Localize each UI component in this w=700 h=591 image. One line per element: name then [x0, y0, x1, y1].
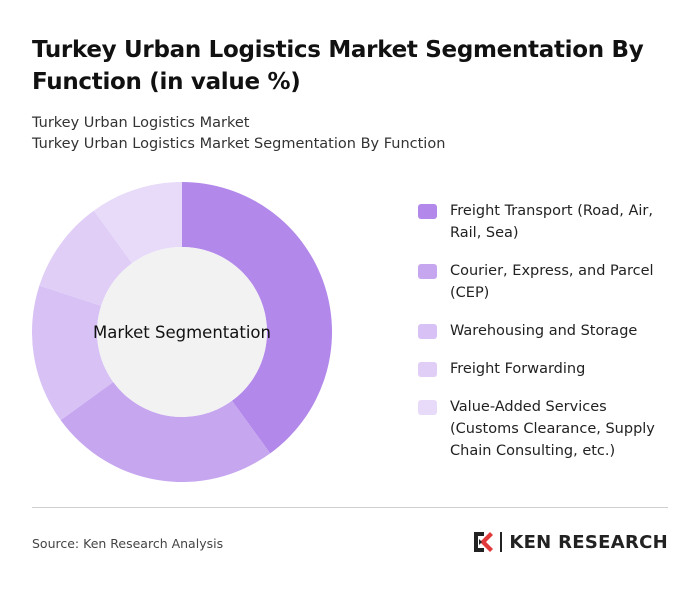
footer-divider: [32, 507, 668, 508]
donut-svg: [32, 182, 332, 482]
legend-label: Courier, Express, and Parcel (CEP): [450, 263, 654, 301]
legend-swatch: [418, 264, 437, 279]
brand-separator: [500, 532, 503, 552]
page-title: Turkey Urban Logistics Market Segmentati…: [32, 37, 644, 95]
legend-label: Warehousing and Storage: [450, 323, 638, 339]
source-note: Source: Ken Research Analysis: [32, 536, 224, 551]
brand-name: KEN RESEARCH: [509, 531, 668, 553]
donut-hole: [97, 247, 267, 417]
legend-item: Warehousing and Storage: [418, 320, 678, 342]
donut-chart: Market Segmentation: [32, 182, 332, 482]
legend-label: Value-Added Services (Customs Clearance,…: [450, 399, 655, 459]
legend-label: Freight Transport (Road, Air, Rail, Sea): [450, 203, 653, 241]
donut-slice-2: [60, 381, 271, 482]
donut-slice-4: [39, 210, 133, 306]
chart-legend: Freight Transport (Road, Air, Rail, Sea)…: [418, 200, 678, 478]
subtitle-market: Turkey Urban Logistics Market: [32, 115, 250, 131]
chart-subtitle: Turkey Urban Logistics Market Turkey Urb…: [32, 113, 445, 155]
subtitle-segmentation: Turkey Urban Logistics Market Segmentati…: [32, 136, 446, 152]
legend-item: Freight Transport (Road, Air, Rail, Sea): [418, 200, 678, 244]
legend-label: Freight Forwarding: [450, 361, 586, 377]
brand-logo: KEN RESEARCH: [472, 530, 668, 554]
ken-research-logo-icon: [474, 532, 494, 552]
donut-slice-1: [182, 182, 332, 454]
donut-slice-3: [32, 285, 114, 421]
legend-swatch: [418, 204, 437, 219]
legend-item: Courier, Express, and Parcel (CEP): [418, 260, 678, 304]
legend-item: Value-Added Services (Customs Clearance,…: [418, 396, 678, 462]
legend-swatch: [418, 324, 437, 339]
legend-swatch: [418, 400, 437, 415]
donut-slice-5: [93, 182, 182, 264]
legend-item: Freight Forwarding: [418, 358, 678, 380]
legend-swatch: [418, 362, 437, 377]
